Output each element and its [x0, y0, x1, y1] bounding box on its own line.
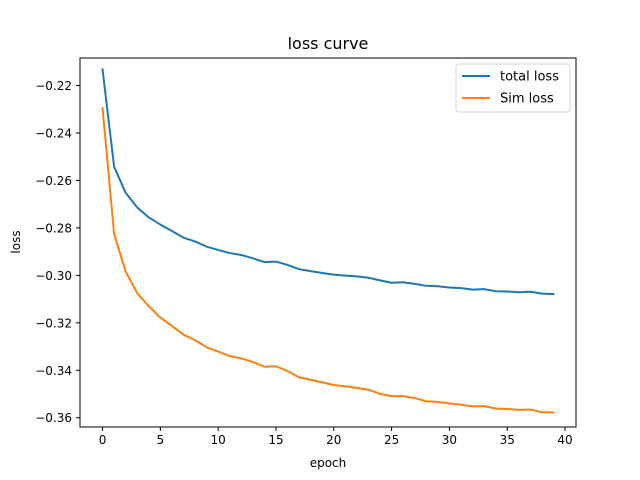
chart-title: loss curve	[288, 34, 369, 53]
x-tick-label: 35	[500, 433, 515, 447]
y-axis-ticks: −0.22 −0.24 −0.26 −0.28 −0.30 −0.32 −0.34 −0.36	[35, 79, 80, 425]
series-line-sim-loss	[101, 106, 555, 414]
legend-label-sim-loss: Sim loss	[500, 92, 554, 107]
y-tick-label: −0.22	[35, 79, 72, 93]
x-tick-label: 15	[268, 433, 283, 447]
y-tick-label: −0.32	[35, 316, 72, 330]
x-axis-ticks: 0 5 10 15 20 25 30 35 40	[99, 427, 573, 447]
y-tick-label: −0.34	[35, 364, 72, 378]
series-lines	[101, 68, 555, 414]
x-tick-label: 20	[326, 433, 341, 447]
x-tick-label: 10	[211, 433, 226, 447]
series-line-total-loss	[101, 68, 555, 296]
x-tick-label: 0	[99, 433, 107, 447]
y-tick-label: −0.30	[35, 269, 72, 283]
legend: total loss Sim loss	[455, 63, 571, 113]
x-tick-label: 30	[442, 433, 457, 447]
axes-frame	[79, 57, 577, 428]
y-tick-label: −0.26	[35, 174, 72, 188]
y-tick-label: −0.28	[35, 221, 72, 235]
x-tick-label: 5	[157, 433, 165, 447]
y-axis-label: loss	[9, 230, 23, 253]
y-tick-label: −0.36	[35, 411, 72, 425]
legend-label-total-loss: total loss	[500, 70, 559, 85]
x-tick-label: 25	[384, 433, 399, 447]
x-tick-label: 40	[557, 433, 572, 447]
x-axis-label: epoch	[310, 456, 347, 470]
y-tick-label: −0.24	[35, 126, 72, 140]
